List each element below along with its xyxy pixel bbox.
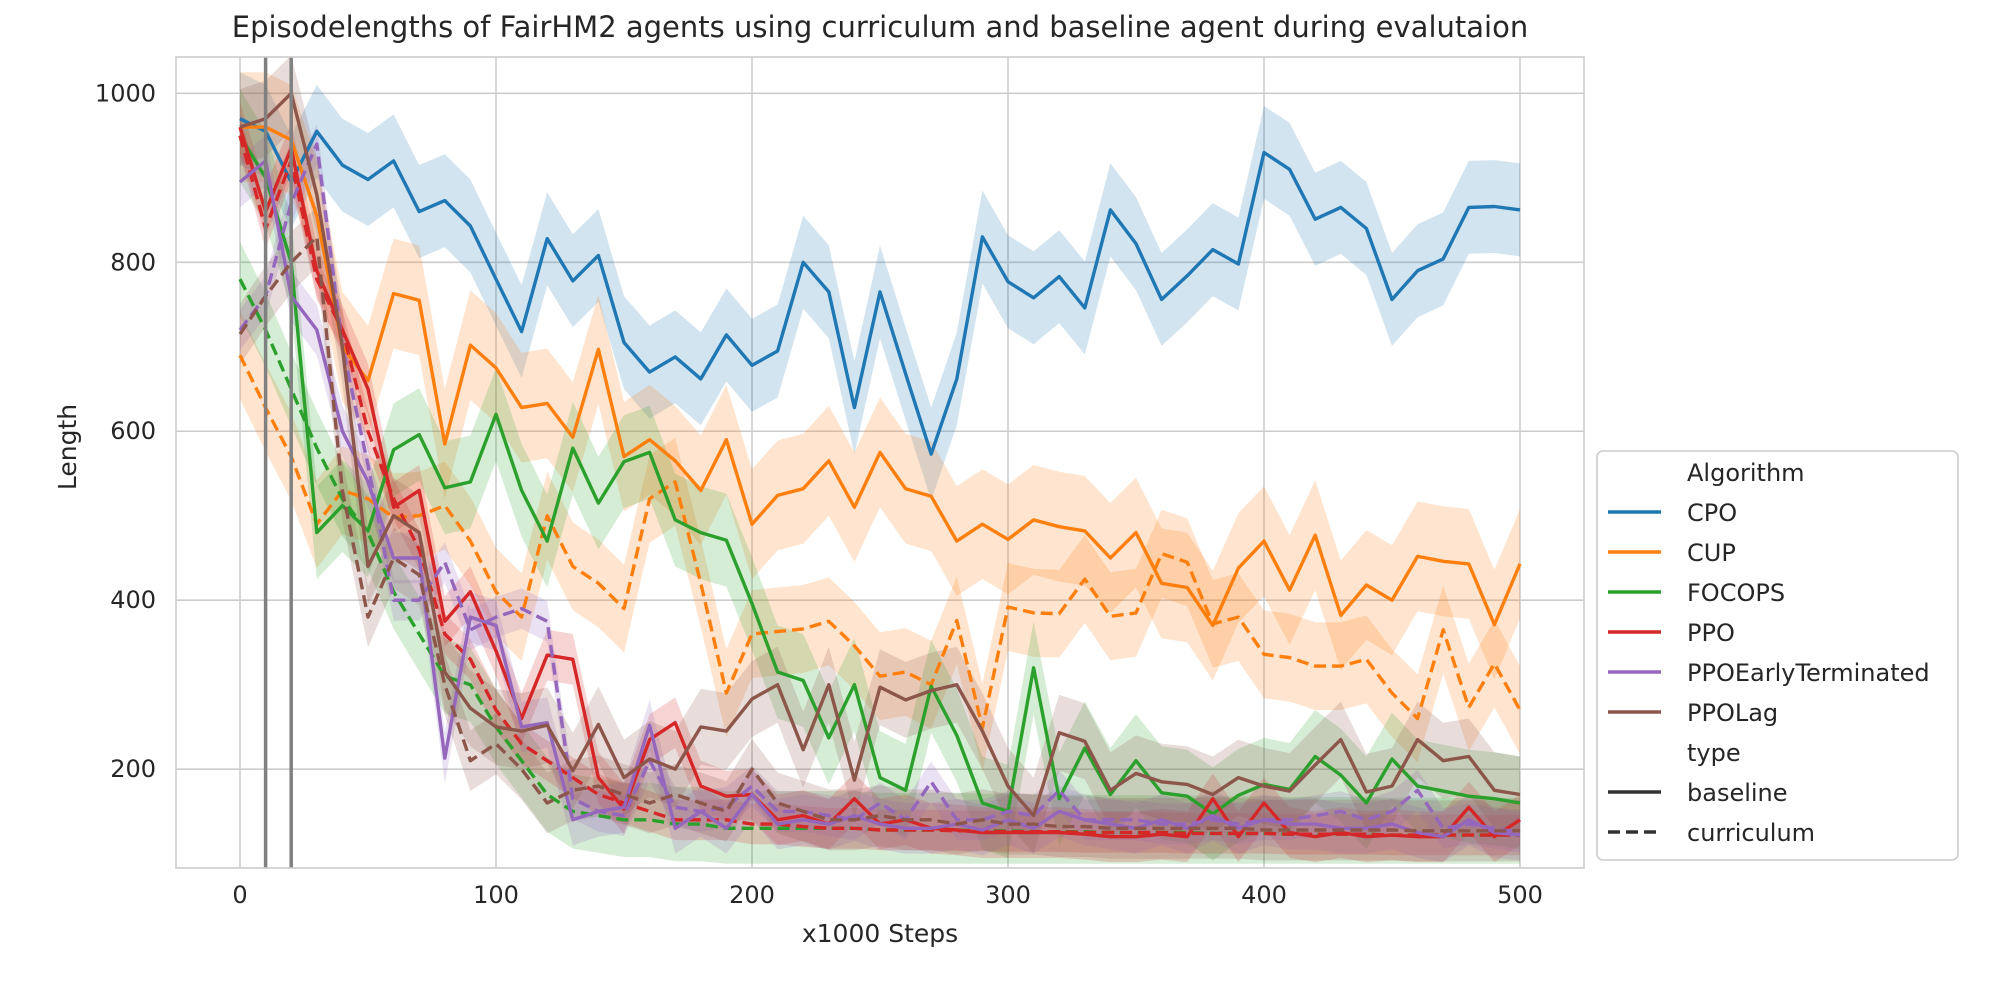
legend-entry-label: FOCOPS bbox=[1687, 579, 1785, 607]
legend-entry-label: CPO bbox=[1687, 499, 1737, 527]
cup-baseline-band bbox=[240, 72, 1520, 681]
x-tick-label: 500 bbox=[1497, 881, 1543, 909]
ppoearlyterminated-curriculum-line bbox=[238, 142, 1521, 835]
legend-entry-label: PPOLag bbox=[1687, 699, 1778, 727]
y-tick-label: 400 bbox=[110, 586, 156, 614]
cpo-baseline-line bbox=[239, 117, 1521, 456]
legend-entry-label: PPO bbox=[1687, 619, 1735, 647]
cup-baseline-line bbox=[240, 125, 1522, 628]
y-tick-label: 1000 bbox=[95, 79, 156, 107]
plot-area bbox=[238, 57, 1522, 868]
legend: Algorithm CPO CUP FOCOPS PPO PPOEarlyTerminat… bbox=[1596, 450, 1959, 861]
chart-title: Episodelengths of FairHM2 agents using c… bbox=[232, 10, 1528, 44]
x-tick-label: 0 bbox=[232, 881, 247, 909]
legend-entry-label: CUP bbox=[1687, 539, 1736, 567]
legend-group-title: Algorithm bbox=[1687, 459, 1805, 487]
ppo-baseline-band bbox=[240, 101, 1520, 863]
ppolag-curriculum-line bbox=[238, 235, 1520, 833]
x-tick-label: 400 bbox=[1241, 881, 1287, 909]
y-tick-label: 800 bbox=[110, 248, 156, 276]
legend-entry-label: curriculum bbox=[1687, 819, 1815, 847]
legend-box bbox=[1596, 450, 1959, 861]
legend-group-title: type bbox=[1687, 739, 1741, 767]
x-tick-label: 200 bbox=[729, 881, 775, 909]
y-tick-label: 600 bbox=[110, 417, 156, 445]
focops-curriculum-band bbox=[240, 242, 1520, 864]
y-tick-label: 200 bbox=[110, 755, 156, 783]
cup-curriculum-band bbox=[240, 311, 1520, 772]
legend-entry-label: baseline bbox=[1687, 779, 1788, 807]
x-axis-label: x1000 Steps bbox=[802, 919, 958, 948]
y-axis-label: Length bbox=[53, 404, 82, 490]
ppolag-baseline-band bbox=[240, 57, 1520, 854]
x-tick-label: 300 bbox=[985, 881, 1031, 909]
focops-baseline-line bbox=[238, 134, 1521, 816]
cpo-baseline-band bbox=[240, 72, 1520, 501]
x-tick-label: 100 bbox=[473, 881, 519, 909]
ppolag-baseline-line bbox=[239, 91, 1521, 818]
plot-frame bbox=[175, 56, 1585, 869]
cup-curriculum-line bbox=[238, 354, 1522, 730]
legend-entry-label: PPOEarlyTerminated bbox=[1687, 659, 1930, 687]
